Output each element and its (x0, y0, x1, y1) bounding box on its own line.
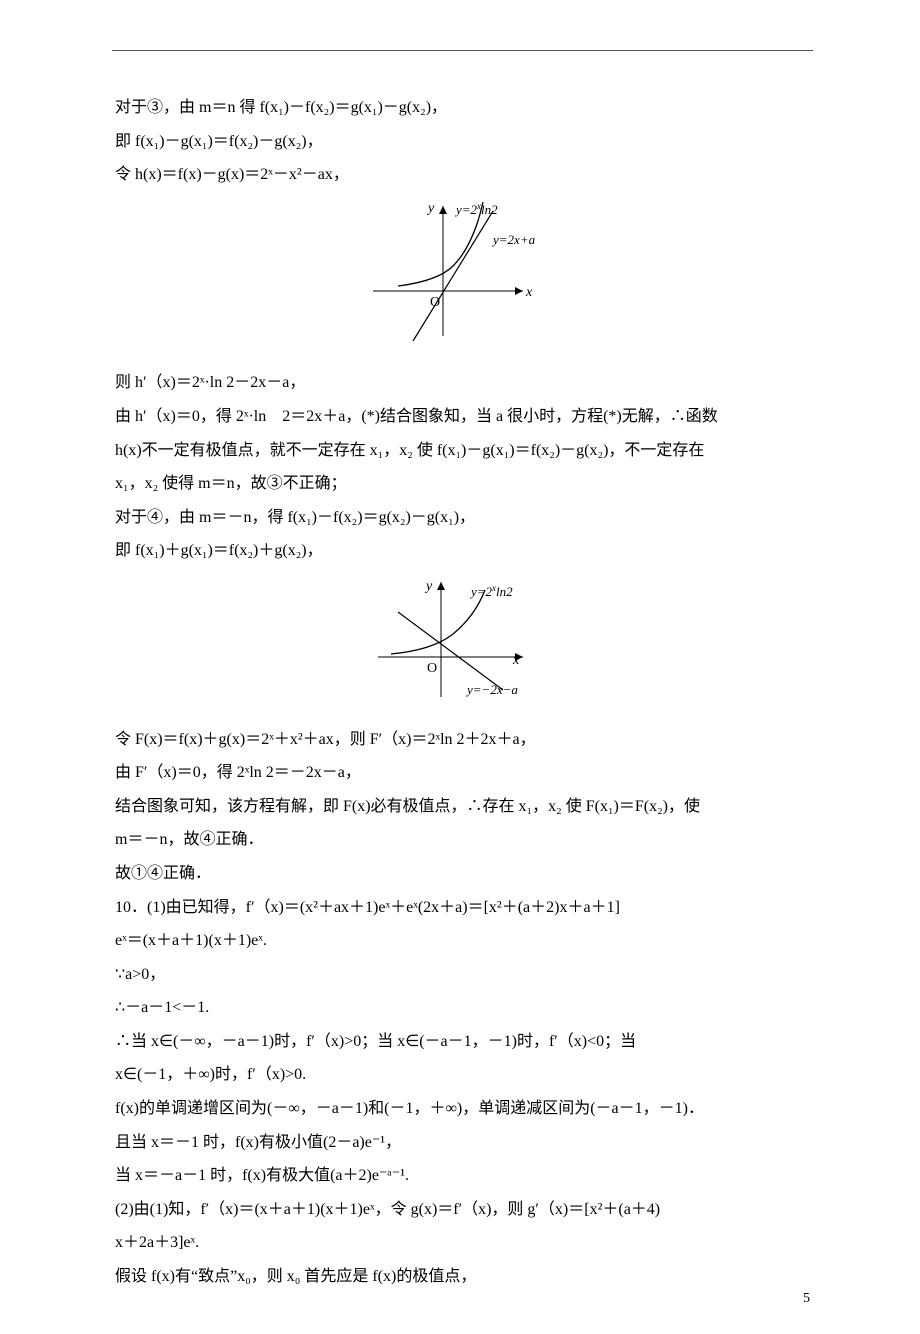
figure-2: O x y y=2xln2 y=−2x−a (115, 572, 810, 715)
text-line: eˣ＝(x＋a＋1)(x＋1)eˣ. (115, 924, 810, 958)
text-line: 由 h′（x)＝0，得 2ˣ·ln 2＝2x＋a，(*)结合图象知，当 a 很小… (115, 400, 810, 434)
figure-1: O x y y=2xln2 y=2x+a (115, 196, 810, 359)
text-line: (2)由(1)知，f′（x)＝(x＋a＋1)(x＋1)eˣ，令 g(x)＝f′（… (115, 1193, 810, 1227)
text-line: 即 f(x₁)－g(x₁)＝f(x₂)－g(x₂)， (115, 125, 810, 159)
text-line: 即 f(x₁)＋g(x₁)＝f(x₂)＋g(x₂)， (115, 534, 810, 568)
text-line: ∵a>0， (115, 958, 810, 992)
figure-1-svg: O x y y=2xln2 y=2x+a (358, 196, 568, 346)
text-line: 结合图象可知，该方程有解，即 F(x)必有极值点，∴存在 x₁，x₂ 使 F(x… (115, 790, 810, 824)
fig2-y-label: y (424, 579, 433, 594)
text-line: x∈(－1，＋∞)时，f′（x)>0. (115, 1058, 810, 1092)
fig2-line-label: y=−2x−a (465, 682, 518, 697)
fig1-x-label: x (525, 285, 533, 300)
text-line: 对于③，由 m＝n 得 f(x₁)－f(x₂)＝g(x₁)－g(x₂)， (115, 91, 810, 125)
text-line: 令 h(x)＝f(x)－g(x)＝2ˣ－x²－ax， (115, 158, 810, 192)
text-line: x＋2a＋3]eˣ. (115, 1226, 810, 1260)
text-line: 对于④，由 m＝－n，得 f(x₁)－f(x₂)＝g(x₂)－g(x₁)， (115, 501, 810, 535)
text-line: m＝－n，故④正确． (115, 823, 810, 857)
fig1-curve-label: y=2xln2 (454, 201, 498, 217)
fig1-origin-label: O (430, 295, 440, 310)
fig2-x-label: x (512, 653, 520, 668)
fig2-origin-label: O (427, 661, 437, 676)
text-line: 故①④正确． (115, 857, 810, 891)
text-line: ∴－a－1<－1. (115, 991, 810, 1025)
page-container: 对于③，由 m＝n 得 f(x₁)－f(x₂)＝g(x₁)－g(x₂)， 即 f… (0, 0, 920, 1334)
text-line: 假设 f(x)有“致点”x₀，则 x₀ 首先应是 f(x)的极值点， (115, 1260, 810, 1294)
text-line: 则 h′（x)＝2ˣ·ln 2－2x－a， (115, 366, 810, 400)
text-line: h(x)不一定有极值点，就不一定存在 x₁，x₂ 使 f(x₁)－g(x₁)＝f… (115, 434, 810, 468)
text-line: 当 x＝－a－1 时，f(x)有极大值(a＋2)e⁻ᵃ⁻¹. (115, 1159, 810, 1193)
top-rule (112, 50, 813, 51)
text-line: ∴当 x∈(－∞，－a－1)时，f′（x)>0；当 x∈(－a－1，－1)时，f… (115, 1025, 810, 1059)
text-line: f(x)的单调递增区间为(－∞，－a－1)和(－1，＋∞)，单调递减区间为(－a… (115, 1092, 810, 1126)
text-line: 令 F(x)＝f(x)＋g(x)＝2ˣ＋x²＋ax，则 F′（x)＝2ˣln 2… (115, 723, 810, 757)
text-line: 且当 x＝－1 时，f(x)有极小值(2－a)e⁻¹， (115, 1126, 810, 1160)
fig1-line-label: y=2x+a (491, 232, 536, 247)
fig1-y-label: y (426, 201, 435, 216)
fig2-curve-label: y=2xln2 (469, 583, 513, 599)
text-line: 10．(1)由已知得，f′（x)＝(x²＋ax＋1)eˣ＋eˣ(2x＋a)＝[x… (115, 891, 810, 925)
text-line: 由 F′（x)＝0，得 2ˣln 2＝－2x－a， (115, 756, 810, 790)
text-line: x₁，x₂ 使得 m＝n，故③不正确； (115, 467, 810, 501)
page-number: 5 (803, 1284, 810, 1313)
figure-2-svg: O x y y=2xln2 y=−2x−a (363, 572, 563, 702)
